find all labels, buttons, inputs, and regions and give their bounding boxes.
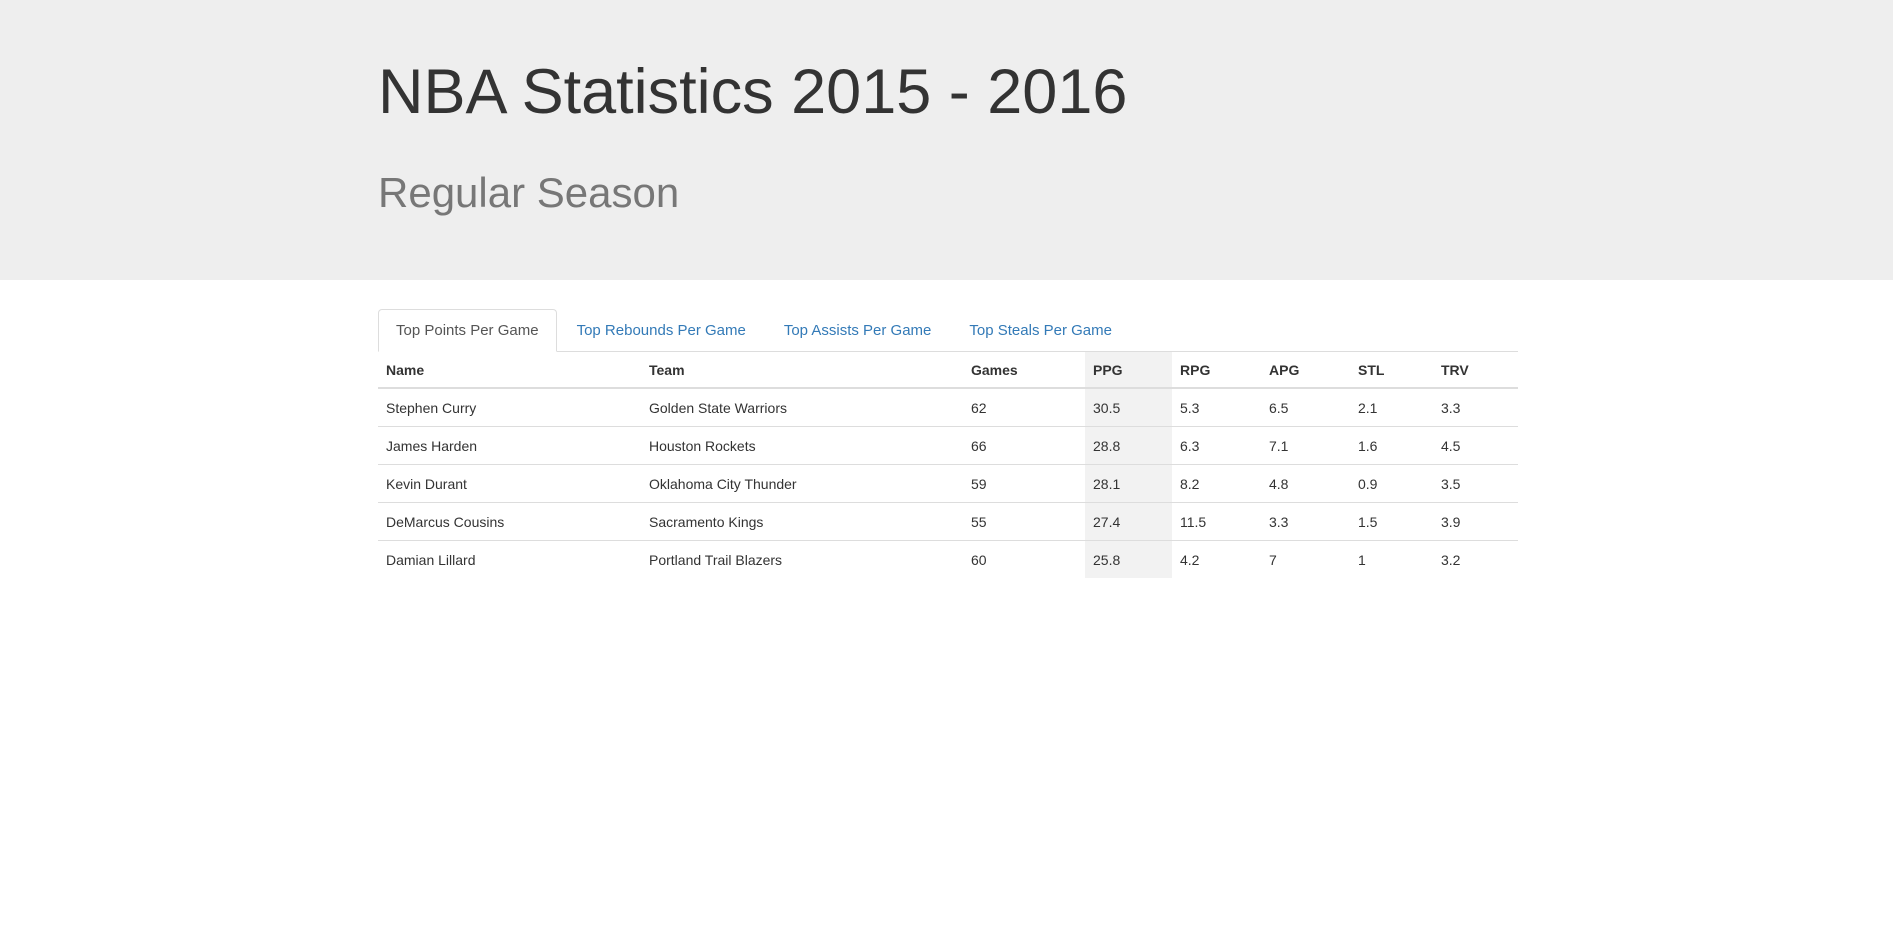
cell-team: Golden State Warriors — [641, 387, 963, 427]
column-header-ppg: PPG — [1085, 352, 1172, 389]
cell-games: 62 — [963, 387, 1085, 427]
column-header-team: Team — [641, 352, 963, 389]
tab-top-steals[interactable]: Top Steals Per Game — [969, 321, 1112, 339]
table-row: James Harden Houston Rockets 66 28.8 6.3… — [378, 426, 1518, 465]
cell-team: Oklahoma City Thunder — [641, 464, 963, 503]
cell-trv: 3.9 — [1433, 502, 1518, 541]
cell-games: 60 — [963, 540, 1085, 578]
cell-trv: 3.3 — [1433, 387, 1518, 427]
cell-trv: 4.5 — [1433, 426, 1518, 465]
cell-ppg: 28.1 — [1085, 464, 1172, 503]
cell-name: Damian Lillard — [378, 540, 641, 578]
table-row: Stephen Curry Golden State Warriors 62 3… — [378, 387, 1518, 427]
column-header-apg: APG — [1261, 352, 1350, 389]
cell-games: 55 — [963, 502, 1085, 541]
cell-stl: 2.1 — [1350, 387, 1433, 427]
cell-rpg: 11.5 — [1172, 502, 1261, 541]
cell-games: 59 — [963, 464, 1085, 503]
table-row: DeMarcus Cousins Sacramento Kings 55 27.… — [378, 502, 1518, 541]
stats-panel: Top Points Per Game Top Rebounds Per Gam… — [378, 309, 1518, 578]
cell-stl: 1 — [1350, 540, 1433, 578]
column-header-trv: TRV — [1433, 352, 1518, 389]
cell-apg: 6.5 — [1261, 387, 1350, 427]
cell-team: Houston Rockets — [641, 426, 963, 465]
page-subtitle: Regular Season — [378, 169, 680, 216]
tab-top-rebounds[interactable]: Top Rebounds Per Game — [576, 321, 746, 339]
cell-ppg: 25.8 — [1085, 540, 1172, 578]
cell-name: Kevin Durant — [378, 464, 641, 503]
table-row: Damian Lillard Portland Trail Blazers 60… — [378, 540, 1518, 578]
cell-team: Portland Trail Blazers — [641, 540, 963, 578]
cell-apg: 4.8 — [1261, 464, 1350, 503]
tab-top-assists[interactable]: Top Assists Per Game — [783, 321, 932, 339]
column-header-rpg: RPG — [1172, 352, 1261, 389]
cell-apg: 7.1 — [1261, 426, 1350, 465]
cell-rpg: 4.2 — [1172, 540, 1261, 578]
column-header-name: Name — [378, 352, 641, 389]
cell-team: Sacramento Kings — [641, 502, 963, 541]
cell-trv: 3.2 — [1433, 540, 1518, 578]
jumbotron-header: NBA Statistics 2015 - 2016 Regular Seaso… — [0, 0, 1893, 280]
column-header-games: Games — [963, 352, 1085, 389]
tab-top-points[interactable]: Top Points Per Game — [378, 309, 557, 352]
cell-ppg: 28.8 — [1085, 426, 1172, 465]
table-row: Kevin Durant Oklahoma City Thunder 59 28… — [378, 464, 1518, 503]
page-title: NBA Statistics 2015 - 2016 — [378, 57, 1128, 127]
cell-stl: 1.5 — [1350, 502, 1433, 541]
cell-rpg: 5.3 — [1172, 387, 1261, 427]
cell-name: Stephen Curry — [378, 387, 641, 427]
cell-rpg: 8.2 — [1172, 464, 1261, 503]
cell-games: 66 — [963, 426, 1085, 465]
cell-name: James Harden — [378, 426, 641, 465]
cell-stl: 0.9 — [1350, 464, 1433, 503]
table-header-row: Name Team Games PPG RPG APG STL TRV — [378, 352, 1518, 389]
cell-apg: 3.3 — [1261, 502, 1350, 541]
cell-apg: 7 — [1261, 540, 1350, 578]
cell-ppg: 30.5 — [1085, 387, 1172, 427]
stats-table: Name Team Games PPG RPG APG STL TRV Step… — [378, 352, 1518, 578]
cell-stl: 1.6 — [1350, 426, 1433, 465]
cell-rpg: 6.3 — [1172, 426, 1261, 465]
cell-ppg: 27.4 — [1085, 502, 1172, 541]
cell-trv: 3.5 — [1433, 464, 1518, 503]
column-header-stl: STL — [1350, 352, 1433, 389]
cell-name: DeMarcus Cousins — [378, 502, 641, 541]
stats-tabs: Top Points Per Game Top Rebounds Per Gam… — [378, 309, 1518, 352]
